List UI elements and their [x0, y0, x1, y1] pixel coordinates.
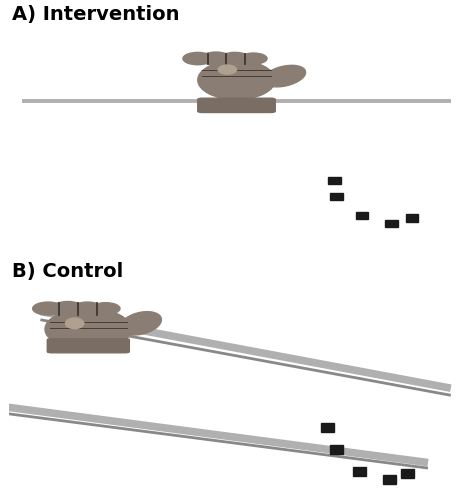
Ellipse shape: [198, 60, 275, 100]
Text: B) Control: B) Control: [12, 262, 123, 281]
Ellipse shape: [52, 302, 84, 316]
FancyBboxPatch shape: [198, 98, 275, 112]
Ellipse shape: [218, 65, 236, 74]
Ellipse shape: [220, 52, 250, 64]
Bar: [331, 445, 343, 454]
Text: A) Intervention: A) Intervention: [12, 5, 179, 24]
Bar: [406, 214, 419, 222]
Bar: [321, 423, 334, 432]
Bar: [385, 220, 398, 228]
Bar: [401, 469, 414, 478]
Ellipse shape: [240, 53, 267, 64]
FancyBboxPatch shape: [47, 338, 129, 353]
Bar: [331, 192, 343, 200]
Ellipse shape: [45, 308, 131, 350]
Ellipse shape: [33, 302, 64, 315]
Ellipse shape: [91, 302, 120, 314]
Bar: [353, 467, 366, 476]
Bar: [383, 474, 395, 484]
Ellipse shape: [72, 302, 103, 315]
Ellipse shape: [183, 52, 212, 64]
Ellipse shape: [263, 66, 306, 87]
Bar: [328, 176, 341, 184]
Ellipse shape: [65, 318, 84, 328]
Bar: [356, 212, 368, 220]
Ellipse shape: [201, 52, 231, 65]
Ellipse shape: [120, 312, 161, 335]
